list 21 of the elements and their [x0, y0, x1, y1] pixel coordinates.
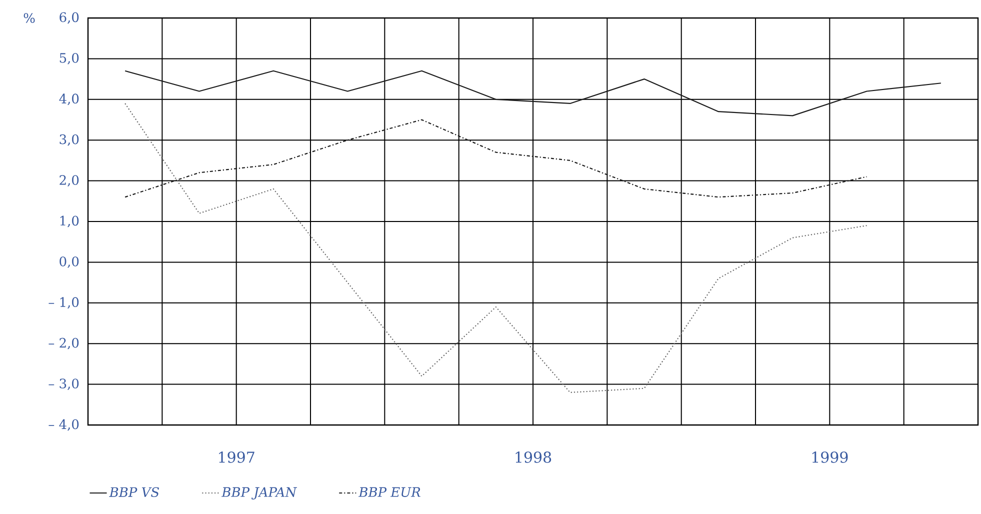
x-tick-label: 1999 — [812, 452, 848, 463]
y-tick-label: 3,0 — [60, 134, 79, 146]
y-tick-label: – 3,0 — [48, 378, 79, 390]
y-tick-label: 1,0 — [60, 216, 79, 228]
y-tick-label: 6,0 — [60, 12, 79, 24]
y-tick-label: 0,0 — [60, 256, 79, 268]
legend-label: BBP EUR — [358, 487, 420, 497]
y-tick-label: 5,0 — [60, 52, 79, 64]
y-tick-label: – 1,0 — [48, 297, 79, 309]
y-tick-label: – 4,0 — [48, 419, 79, 431]
legend-label: BBP VS — [109, 487, 159, 498]
y-tick-label: – 2,0 — [48, 338, 79, 350]
y-tick-label: 2,0 — [60, 175, 79, 187]
x-tick-label: 1997 — [219, 452, 254, 463]
y-axis-title: % — [24, 13, 35, 23]
y-tick-label: 4,0 — [59, 94, 79, 106]
line-series — [124, 70, 942, 116]
line-series — [124, 102, 868, 393]
legend-label: BBP JAPAN — [221, 487, 297, 500]
line-series — [124, 119, 868, 198]
x-tick-label: 1998 — [516, 452, 552, 463]
